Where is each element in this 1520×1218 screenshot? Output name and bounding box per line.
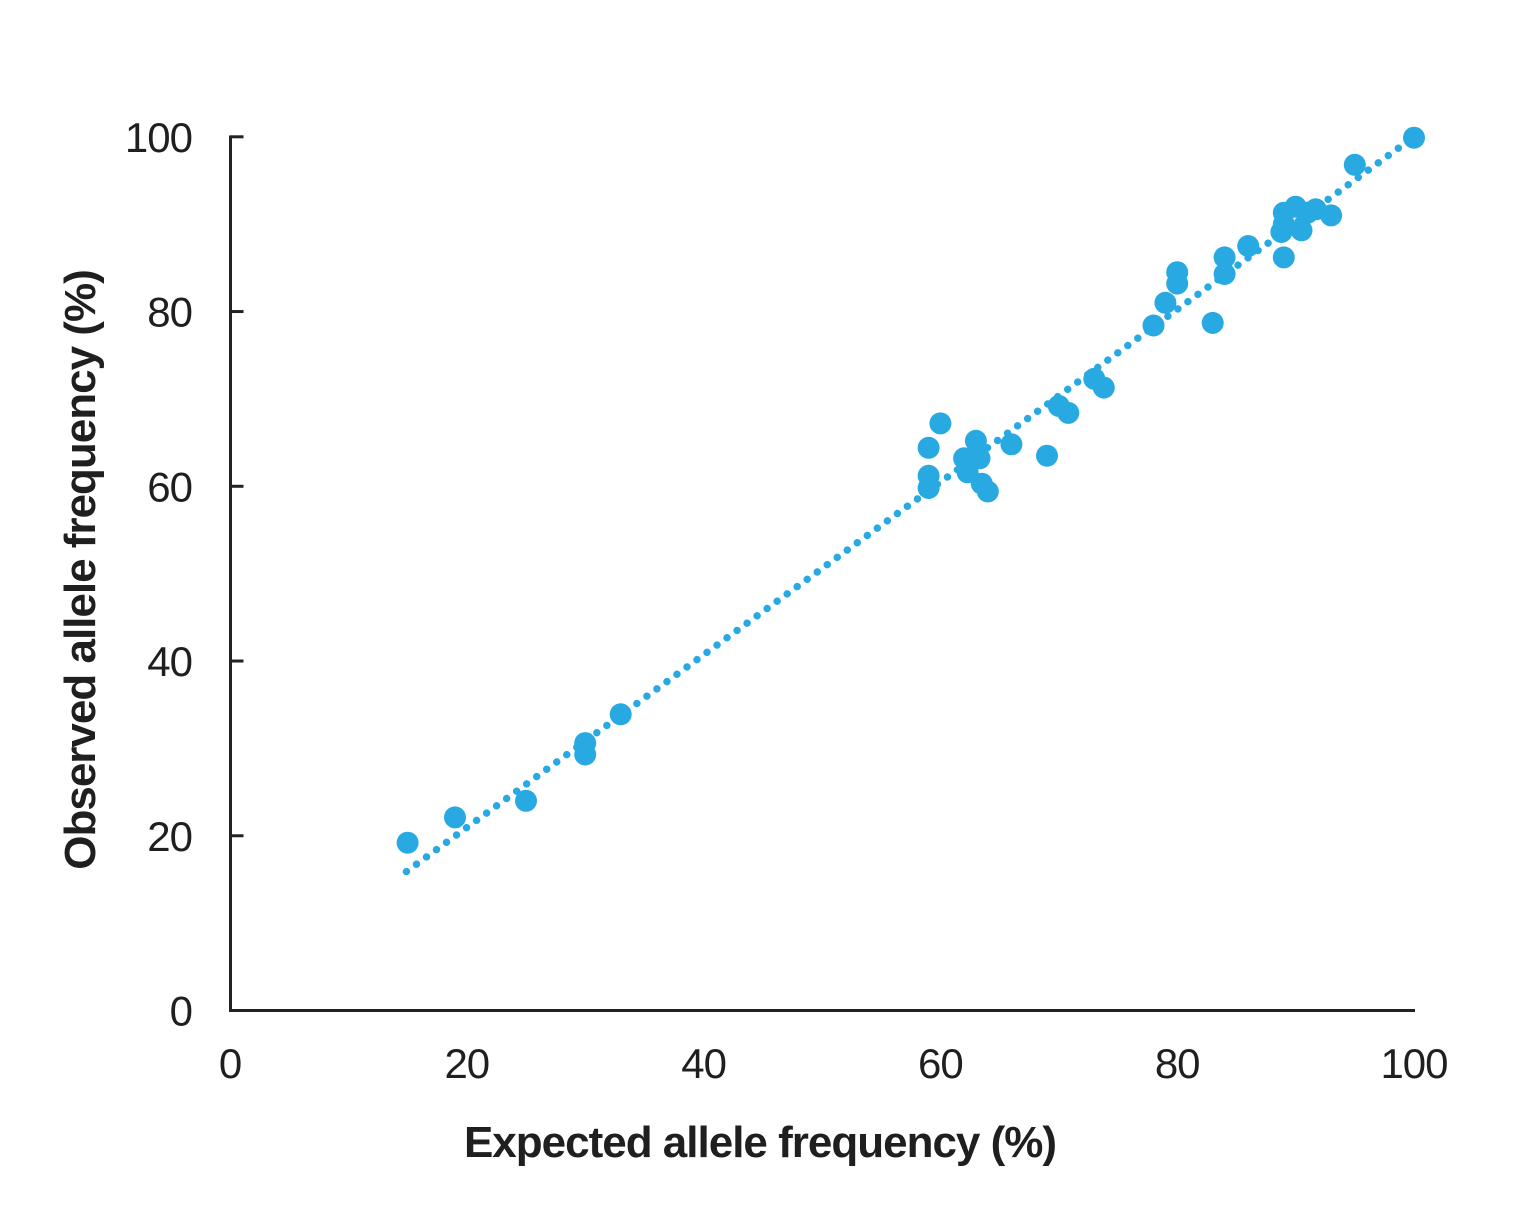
y-tick-label: 0 [170, 988, 192, 1035]
data-point [1154, 291, 1177, 314]
data-point [444, 806, 466, 829]
y-tick-label: 100 [125, 114, 192, 161]
y-axis-title: Observed allele frequency (%) [56, 270, 105, 869]
data-point [1000, 433, 1023, 456]
data-point [917, 477, 940, 499]
data-point [1403, 126, 1425, 149]
x-axis-title: Expected allele frequency (%) [464, 1118, 1056, 1167]
x-tick-label: 40 [681, 1040, 726, 1087]
x-tick-label: 20 [444, 1040, 489, 1087]
points-group [396, 126, 1425, 854]
data-point [1213, 246, 1236, 269]
x-tick-label: 100 [1380, 1040, 1447, 1087]
data-point [929, 412, 952, 435]
x-tick-label: 0 [219, 1040, 241, 1087]
y-tick-label: 80 [147, 289, 192, 336]
tick-labels-group: 0 20 40 60 80 100 0 20 40 60 80 100 [125, 114, 1449, 1087]
data-point [976, 480, 999, 503]
x-tick-label: 60 [918, 1040, 963, 1087]
data-point [609, 703, 632, 726]
data-point [1237, 235, 1260, 257]
data-point [917, 436, 940, 459]
data-point [1320, 204, 1343, 227]
data-point [574, 743, 597, 766]
data-point [1290, 219, 1313, 242]
data-point [1092, 376, 1115, 399]
x-tick-label: 80 [1155, 1040, 1200, 1087]
data-point [1036, 444, 1058, 467]
y-tick-label: 60 [147, 463, 192, 510]
trendline [402, 133, 1418, 876]
axes-group [229, 135, 1415, 1012]
data-point [1343, 153, 1366, 176]
data-point [1057, 401, 1080, 424]
data-point [1166, 272, 1189, 295]
data-point [515, 789, 537, 812]
data-point [964, 429, 987, 452]
trendline-group [402, 133, 1418, 876]
data-point [1201, 311, 1224, 334]
data-point [1142, 314, 1165, 337]
data-point [1272, 246, 1295, 269]
y-tick-label: 20 [147, 813, 192, 860]
data-point [396, 831, 419, 854]
y-tick-label: 40 [147, 638, 192, 685]
data-point [1213, 263, 1236, 285]
